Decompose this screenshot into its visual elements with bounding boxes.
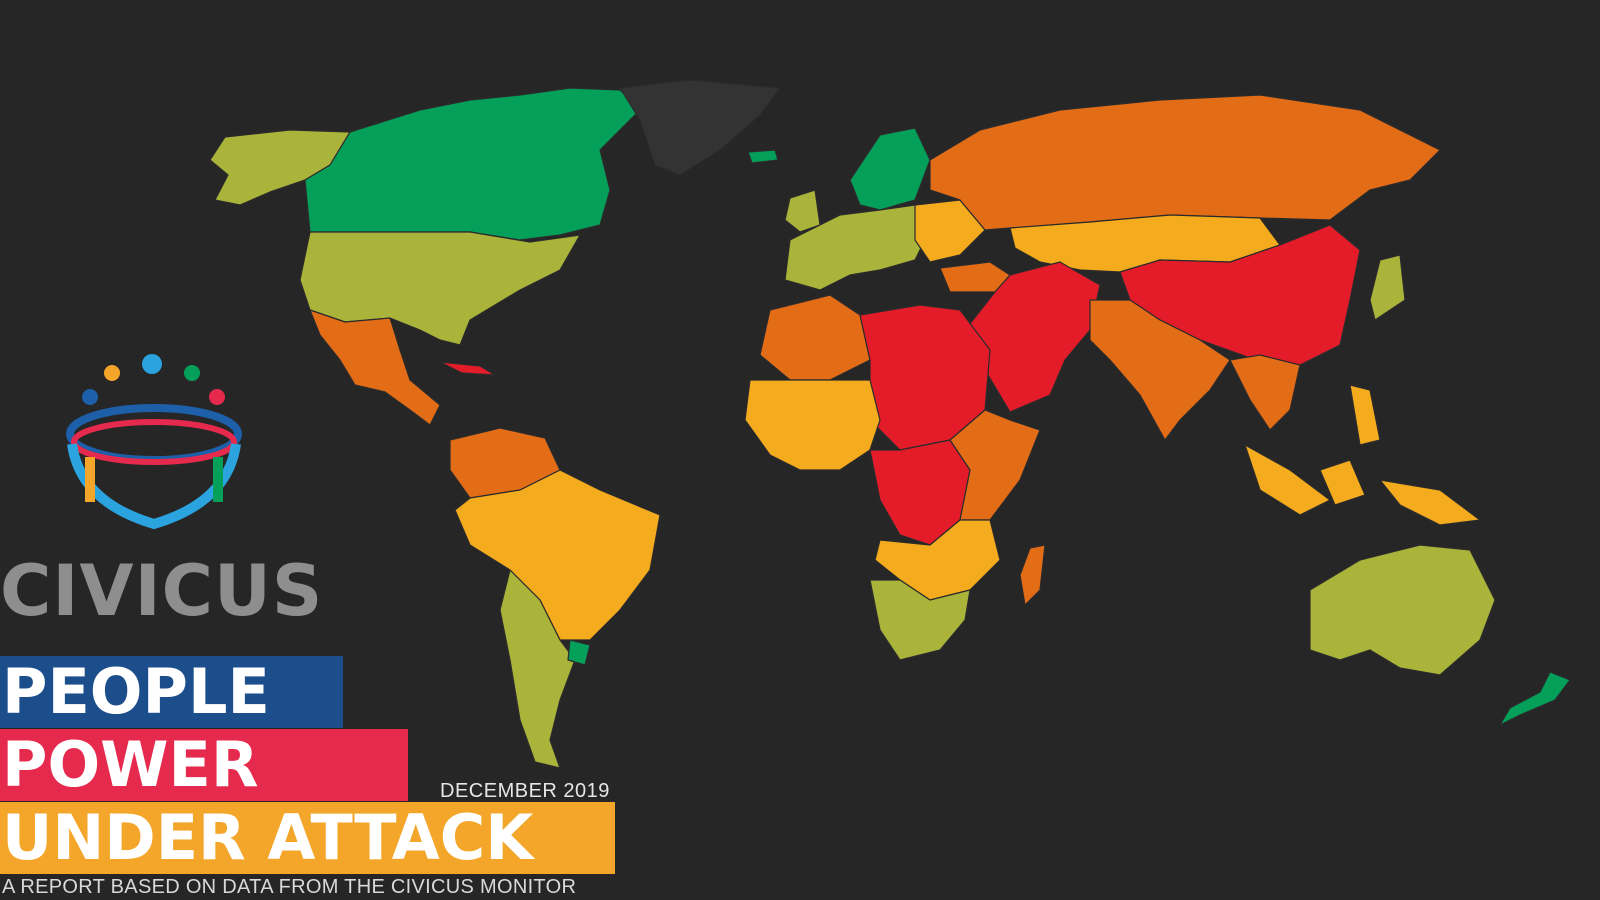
region-australia (1309, 544, 1496, 676)
region-southern-africa (869, 579, 971, 661)
title-line-under-attack: UNDER ATTACK (0, 802, 615, 874)
region-brazil (454, 469, 661, 641)
region-mexico (309, 309, 441, 426)
region-north-africa-west (759, 294, 871, 381)
region-iceland (747, 149, 779, 164)
region-new-zealand (1499, 671, 1571, 726)
region-madagascar (1019, 544, 1046, 606)
region-japan (1369, 254, 1406, 321)
brand-name: CIVICUS (0, 550, 324, 632)
report-subtitle: A REPORT BASED ON DATA FROM THE CIVICUS … (2, 876, 577, 898)
region-russia (929, 94, 1441, 231)
region-scandinavia (849, 127, 931, 211)
region-greenland (619, 79, 781, 176)
region-philippines (1349, 384, 1381, 446)
region-southern-central-africa (874, 519, 1001, 601)
region-uk (784, 189, 821, 233)
region-western-europe (784, 204, 931, 291)
region-cuba (439, 361, 496, 376)
region-southeast-asia (1229, 354, 1301, 431)
region-east-africa (949, 409, 1041, 521)
civicus-logo-icon (66, 354, 242, 530)
region-canada (304, 87, 641, 241)
region-alaska (209, 129, 351, 206)
region-south-asia (1089, 299, 1231, 441)
title-line-power: POWER (0, 729, 408, 801)
region-west-africa (744, 379, 881, 471)
region-uruguay (567, 639, 591, 666)
title-line-people: PEOPLE (0, 656, 343, 728)
region-southern-cone (499, 569, 576, 769)
region-indonesia (1244, 444, 1481, 526)
report-date: DECEMBER 2019 (440, 780, 610, 802)
